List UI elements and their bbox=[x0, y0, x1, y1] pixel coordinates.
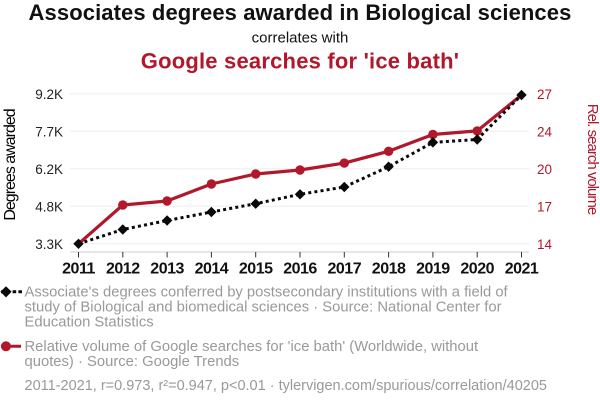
svg-text:study of Biological and biomed: study of Biological and biomedical scien… bbox=[25, 300, 502, 316]
svg-text:Relative volume of Google sear: Relative volume of Google searches for '… bbox=[25, 339, 479, 355]
svg-text:correlates with: correlates with bbox=[252, 30, 349, 47]
svg-text:2018: 2018 bbox=[372, 261, 406, 278]
svg-text:2016: 2016 bbox=[283, 261, 317, 278]
svg-text:2017: 2017 bbox=[328, 261, 362, 278]
svg-text:2011-2021, r=0.973, r²=0.947,: 2011-2021, r=0.973, r²=0.947, p<0.01 · t… bbox=[25, 378, 547, 394]
svg-text:quotes) · Source: Google Trend: quotes) · Source: Google Trends bbox=[25, 354, 240, 370]
svg-text:2014: 2014 bbox=[195, 261, 229, 278]
svg-text:27: 27 bbox=[537, 87, 552, 102]
svg-text:Associate's degrees conferred: Associate's degrees conferred by postsec… bbox=[25, 285, 509, 301]
svg-text:2020: 2020 bbox=[460, 261, 494, 278]
svg-text:9.2K: 9.2K bbox=[35, 87, 63, 102]
svg-text:7.7K: 7.7K bbox=[35, 125, 63, 140]
svg-text:2019: 2019 bbox=[416, 261, 450, 278]
svg-text:6.2K: 6.2K bbox=[35, 162, 63, 177]
svg-text:Rel. search volume: Rel. search volume bbox=[584, 104, 600, 215]
svg-text:3.3K: 3.3K bbox=[35, 237, 63, 252]
svg-text:2012: 2012 bbox=[106, 261, 140, 278]
svg-text:2015: 2015 bbox=[239, 261, 273, 278]
svg-text:Education Statistics: Education Statistics bbox=[25, 315, 154, 331]
svg-text:Associates degrees awarded in: Associates degrees awarded in Biological… bbox=[29, 0, 572, 25]
svg-text:24: 24 bbox=[537, 125, 553, 140]
svg-text:2021: 2021 bbox=[505, 261, 539, 278]
svg-text:4.8K: 4.8K bbox=[35, 200, 63, 215]
svg-text:Google searches for 'ice bath': Google searches for 'ice bath' bbox=[141, 49, 459, 74]
svg-text:Degrees awarded: Degrees awarded bbox=[2, 109, 19, 220]
svg-text:17: 17 bbox=[537, 200, 552, 215]
svg-text:2013: 2013 bbox=[150, 261, 184, 278]
svg-text:14: 14 bbox=[537, 237, 553, 252]
svg-text:2011: 2011 bbox=[62, 261, 95, 278]
svg-text:20: 20 bbox=[537, 162, 552, 177]
